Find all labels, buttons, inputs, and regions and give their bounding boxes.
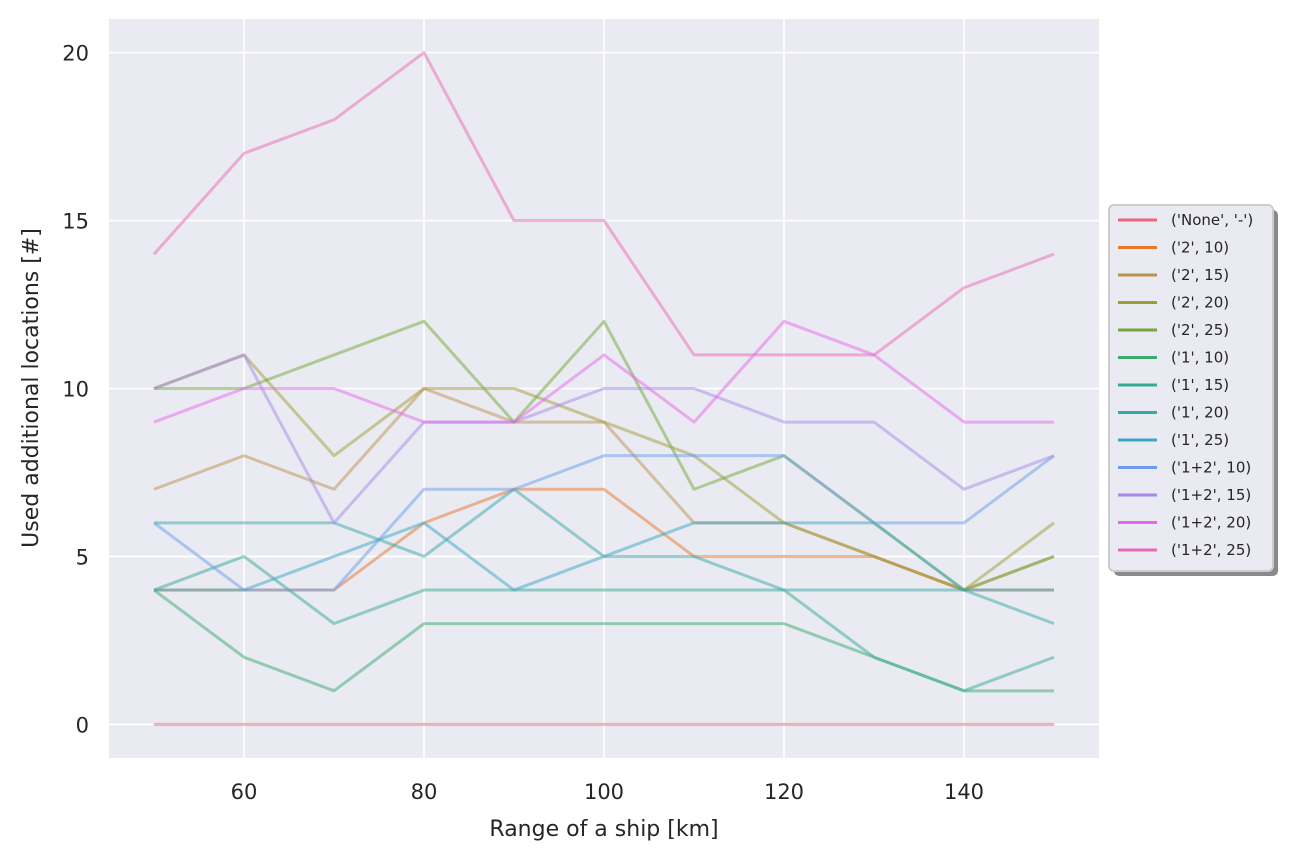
legend-label: ('1', 10)	[1171, 349, 1229, 367]
legend-label: ('1+2', 15)	[1171, 486, 1251, 504]
legend-items: ('None', '-') ('2', 10) ('2', 15) ('2', 20)…	[1118, 211, 1253, 559]
x-tick-label: 60	[231, 780, 258, 804]
series-line-9	[153, 454, 1055, 592]
series-line-12	[152, 51, 1055, 357]
y-tick-label: 20	[62, 42, 89, 66]
y-axis-label: Used additional locations [#]	[19, 228, 44, 548]
series-line-8	[154, 521, 1054, 592]
legend-label: ('2', 25)	[1171, 321, 1229, 339]
legend-label: ('None', '-')	[1171, 211, 1253, 229]
legend: ('None', '-') ('2', 10) ('2', 15) ('2', 20)…	[1108, 204, 1278, 576]
legend-label: ('1', 25)	[1171, 431, 1229, 449]
series-line-10	[153, 353, 1055, 525]
y-tick-label: 5	[76, 545, 89, 569]
legend-label: ('2', 20)	[1171, 294, 1229, 312]
legend-label: ('2', 15)	[1171, 266, 1229, 284]
legend-label: ('1+2', 10)	[1171, 459, 1251, 477]
legend-label: ('2', 10)	[1171, 239, 1229, 257]
x-axis-label: Range of a ship [km]	[489, 817, 718, 842]
x-axis-ticks: 60 80 100 120 140	[231, 780, 984, 804]
x-tick-label: 140	[944, 780, 984, 804]
legend-label: ('1', 15)	[1171, 376, 1229, 394]
legend-box	[1108, 204, 1274, 572]
x-tick-label: 80	[411, 780, 438, 804]
series-lines	[152, 51, 1055, 726]
series-line-11	[153, 319, 1054, 424]
x-tick-label: 100	[584, 780, 624, 804]
legend-label: ('1', 20)	[1171, 404, 1229, 422]
y-tick-label: 10	[62, 378, 89, 402]
series-line-3	[153, 353, 1055, 592]
y-tick-label: 0	[76, 713, 89, 737]
legend-label: ('1+2', 25)	[1171, 541, 1251, 559]
series-line-6	[153, 554, 1055, 693]
y-tick-label: 15	[62, 210, 89, 234]
x-tick-label: 120	[764, 780, 804, 804]
y-axis-ticks: 0 5 10 15 20	[62, 42, 89, 738]
legend-label: ('1+2', 20)	[1171, 514, 1251, 532]
